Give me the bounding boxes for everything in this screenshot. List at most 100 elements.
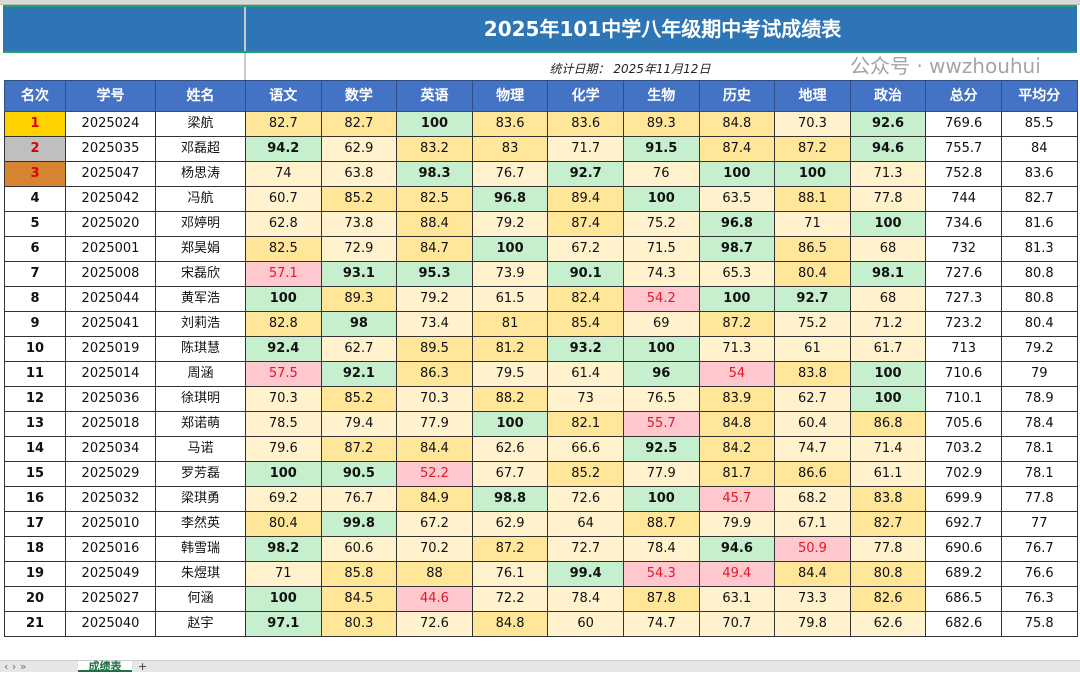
average-cell[interactable]: 76.6 bbox=[1000, 561, 1078, 587]
average-cell[interactable]: 81.6 bbox=[1000, 211, 1078, 237]
total-cell[interactable]: 689.2 bbox=[925, 561, 1002, 587]
score-cell[interactable]: 78.5 bbox=[245, 411, 322, 437]
score-cell[interactable]: 83.6 bbox=[547, 111, 624, 137]
student-id-cell[interactable]: 2025047 bbox=[65, 161, 156, 187]
score-cell[interactable]: 72.6 bbox=[396, 611, 473, 637]
average-cell[interactable]: 81.3 bbox=[1000, 236, 1078, 262]
score-cell[interactable]: 82.8 bbox=[245, 311, 322, 337]
score-cell[interactable]: 69 bbox=[622, 311, 700, 337]
score-cell[interactable]: 52.2 bbox=[396, 461, 473, 487]
student-id-cell[interactable]: 2025014 bbox=[65, 361, 156, 387]
score-cell[interactable]: 86.3 bbox=[396, 361, 473, 387]
score-cell[interactable]: 89.3 bbox=[320, 286, 398, 312]
name-cell[interactable]: 宋磊欣 bbox=[155, 261, 246, 287]
average-cell[interactable]: 78.1 bbox=[1000, 461, 1078, 487]
average-cell[interactable]: 79.2 bbox=[1000, 336, 1078, 362]
score-cell[interactable]: 86.5 bbox=[774, 236, 851, 262]
score-cell[interactable]: 98 bbox=[320, 311, 398, 337]
total-cell[interactable]: 723.2 bbox=[925, 311, 1002, 337]
student-id-cell[interactable]: 2025029 bbox=[65, 461, 156, 487]
column-header[interactable]: 历史 bbox=[698, 80, 776, 112]
total-cell[interactable]: 690.6 bbox=[925, 536, 1002, 562]
column-header[interactable]: 英语 bbox=[396, 80, 473, 112]
score-cell[interactable]: 71.5 bbox=[622, 236, 700, 262]
rank-cell[interactable]: 14 bbox=[4, 436, 66, 462]
score-cell[interactable]: 65.3 bbox=[698, 261, 776, 287]
rank-cell[interactable]: 8 bbox=[4, 286, 66, 312]
score-cell[interactable]: 84.5 bbox=[320, 586, 398, 612]
score-cell[interactable]: 71.3 bbox=[849, 161, 927, 187]
rank-cell[interactable]: 1 bbox=[4, 111, 66, 137]
score-cell[interactable]: 100 bbox=[849, 386, 927, 412]
student-id-cell[interactable]: 2025040 bbox=[65, 611, 156, 637]
average-cell[interactable]: 76.3 bbox=[1000, 586, 1078, 612]
score-cell[interactable]: 85.4 bbox=[547, 311, 624, 337]
score-cell[interactable]: 94.6 bbox=[698, 536, 776, 562]
score-cell[interactable]: 100 bbox=[849, 361, 927, 387]
score-cell[interactable]: 49.4 bbox=[698, 561, 776, 587]
score-cell[interactable]: 73.8 bbox=[320, 211, 398, 237]
score-cell[interactable]: 67.2 bbox=[396, 511, 473, 537]
score-cell[interactable]: 83.8 bbox=[849, 486, 927, 512]
score-cell[interactable]: 54 bbox=[698, 361, 776, 387]
score-cell[interactable]: 90.1 bbox=[547, 261, 624, 287]
score-cell[interactable]: 82.4 bbox=[547, 286, 624, 312]
rank-cell[interactable]: 13 bbox=[4, 411, 66, 437]
rank-cell[interactable]: 9 bbox=[4, 311, 66, 337]
rank-cell[interactable]: 15 bbox=[4, 461, 66, 487]
score-cell[interactable]: 63.1 bbox=[698, 586, 776, 612]
column-header[interactable]: 地理 bbox=[774, 80, 851, 112]
name-cell[interactable]: 梁航 bbox=[155, 111, 246, 137]
score-cell[interactable]: 99.8 bbox=[320, 511, 398, 537]
score-cell[interactable]: 87.2 bbox=[698, 311, 776, 337]
score-cell[interactable]: 70.7 bbox=[698, 611, 776, 637]
rank-cell[interactable]: 4 bbox=[4, 186, 66, 212]
student-id-cell[interactable]: 2025027 bbox=[65, 586, 156, 612]
score-cell[interactable]: 81.7 bbox=[698, 461, 776, 487]
total-cell[interactable]: 713 bbox=[925, 336, 1002, 362]
score-cell[interactable]: 72.9 bbox=[320, 236, 398, 262]
score-cell[interactable]: 62.8 bbox=[245, 211, 322, 237]
student-id-cell[interactable]: 2025049 bbox=[65, 561, 156, 587]
total-cell[interactable]: 727.3 bbox=[925, 286, 1002, 312]
total-cell[interactable]: 755.7 bbox=[925, 136, 1002, 162]
score-cell[interactable]: 44.6 bbox=[396, 586, 473, 612]
score-cell[interactable]: 76.7 bbox=[320, 486, 398, 512]
score-cell[interactable]: 63.8 bbox=[320, 161, 398, 187]
total-cell[interactable]: 710.1 bbox=[925, 386, 1002, 412]
name-cell[interactable]: 黄军浩 bbox=[155, 286, 246, 312]
score-cell[interactable]: 79.4 bbox=[320, 411, 398, 437]
score-cell[interactable]: 93.2 bbox=[547, 336, 624, 362]
average-cell[interactable]: 80.8 bbox=[1000, 286, 1078, 312]
score-cell[interactable]: 80.3 bbox=[320, 611, 398, 637]
column-header[interactable]: 学号 bbox=[65, 80, 156, 112]
score-cell[interactable]: 76 bbox=[622, 161, 700, 187]
score-cell[interactable]: 62.9 bbox=[320, 136, 398, 162]
score-cell[interactable]: 91.5 bbox=[622, 136, 700, 162]
score-cell[interactable]: 71.2 bbox=[849, 311, 927, 337]
student-id-cell[interactable]: 2025016 bbox=[65, 536, 156, 562]
rank-cell[interactable]: 17 bbox=[4, 511, 66, 537]
score-cell[interactable]: 96.8 bbox=[471, 186, 549, 212]
score-cell[interactable]: 71 bbox=[245, 561, 322, 587]
score-cell[interactable]: 75.2 bbox=[774, 311, 851, 337]
score-cell[interactable]: 76.1 bbox=[471, 561, 549, 587]
score-cell[interactable]: 73.4 bbox=[396, 311, 473, 337]
score-cell[interactable]: 84.4 bbox=[774, 561, 851, 587]
name-cell[interactable]: 邓婷明 bbox=[155, 211, 246, 237]
score-cell[interactable]: 61 bbox=[774, 336, 851, 362]
rank-cell[interactable]: 5 bbox=[4, 211, 66, 237]
score-cell[interactable]: 93.1 bbox=[320, 261, 398, 287]
score-cell[interactable]: 79.6 bbox=[245, 436, 322, 462]
score-cell[interactable]: 60.4 bbox=[774, 411, 851, 437]
name-cell[interactable]: 郑昊娟 bbox=[155, 236, 246, 262]
total-cell[interactable]: 744 bbox=[925, 186, 1002, 212]
score-cell[interactable]: 100 bbox=[622, 486, 700, 512]
student-id-cell[interactable]: 2025034 bbox=[65, 436, 156, 462]
score-cell[interactable]: 54.2 bbox=[622, 286, 700, 312]
average-cell[interactable]: 80.4 bbox=[1000, 311, 1078, 337]
score-cell[interactable]: 55.7 bbox=[622, 411, 700, 437]
score-cell[interactable]: 83.6 bbox=[471, 111, 549, 137]
total-cell[interactable]: 727.6 bbox=[925, 261, 1002, 287]
average-cell[interactable]: 78.4 bbox=[1000, 411, 1078, 437]
